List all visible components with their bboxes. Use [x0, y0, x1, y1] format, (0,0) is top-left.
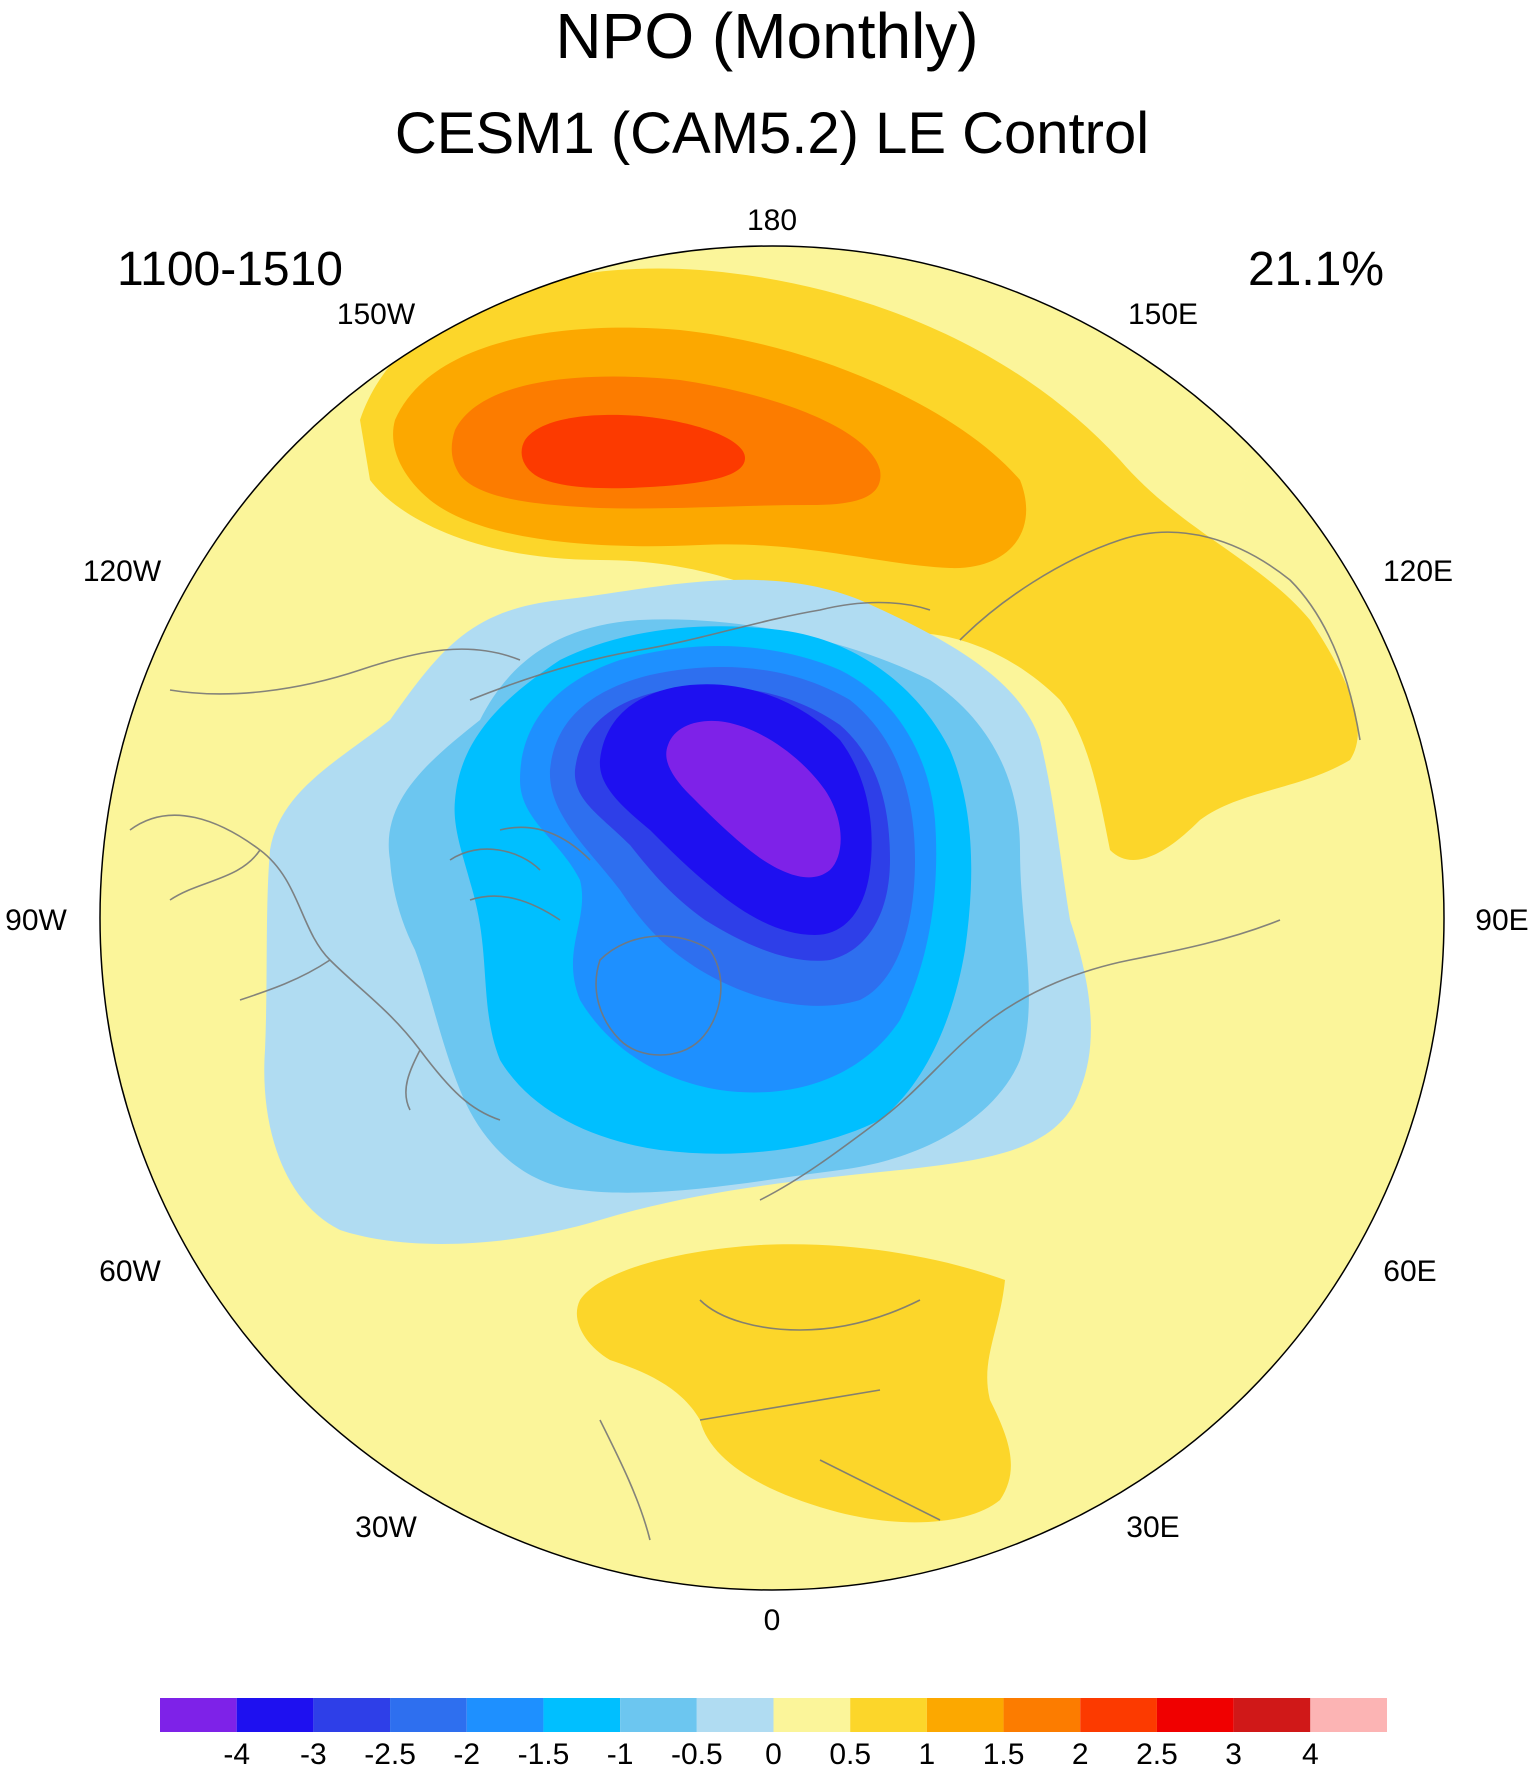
coast-canadian-archipelago — [449, 826, 591, 921]
coastlines — [129, 531, 1361, 1541]
colorbar-box — [1310, 1698, 1387, 1732]
colorbar-tick-label: -1.5 — [518, 1738, 570, 1769]
map-disk — [100, 246, 1444, 1590]
lon-label-120e: 120E — [1383, 555, 1453, 588]
colorbar-tick-label: -2 — [453, 1738, 480, 1769]
contour-pos-2-pacific — [521, 414, 745, 489]
colorbar-box — [160, 1698, 237, 1732]
colorbar-tick-label: 4 — [1302, 1738, 1319, 1769]
colorbar-tick-label: 0.5 — [829, 1738, 871, 1769]
map-boundary — [99, 245, 1445, 1591]
colorbar-box — [466, 1698, 544, 1732]
lon-label-90w: 90W — [5, 904, 67, 937]
lon-label-120w: 120W — [83, 555, 162, 588]
lon-label-0: 0 — [764, 1604, 781, 1637]
colorbar-tick-label: -4 — [223, 1738, 250, 1769]
colorbar-box — [236, 1698, 314, 1732]
colorbar-box — [696, 1698, 774, 1732]
colorbar-tick-label: 2.5 — [1136, 1738, 1178, 1769]
figure-subtitle: CESM1 (CAM5.2) LE Control — [395, 101, 1149, 166]
colorbar-box — [773, 1698, 851, 1732]
colorbar-box — [926, 1698, 1004, 1732]
lon-label-30e: 30E — [1126, 1511, 1179, 1544]
colorbar-tick-label: -1 — [607, 1738, 634, 1769]
lon-label-150e: 150E — [1128, 298, 1198, 331]
colorbar-tick-label: -3 — [300, 1738, 327, 1769]
years-label: 1100-1510 — [117, 243, 343, 296]
coast-alaska-siberia — [469, 601, 931, 701]
colorbar-box — [620, 1698, 697, 1732]
colorbar-box — [850, 1698, 927, 1732]
colorbar — [160, 1698, 1387, 1732]
lon-label-60e: 60E — [1383, 1255, 1436, 1288]
coast-north-america — [129, 648, 521, 1121]
coast-africa — [599, 1419, 941, 1541]
figure-title: NPO (Monthly) — [555, 0, 978, 72]
colorbar-tick-label: 3 — [1225, 1738, 1242, 1769]
lon-label-30w: 30W — [355, 1511, 417, 1544]
colorbar-tick-label: -0.5 — [671, 1738, 723, 1769]
colorbar-tick-label: 1.5 — [983, 1738, 1025, 1769]
lon-label-180: 180 — [747, 204, 797, 237]
colorbar-tick-label: 1 — [919, 1738, 936, 1769]
contour-neg-4 — [666, 720, 841, 878]
colorbar-tick-label: 2 — [1072, 1738, 1089, 1769]
contour-pos-0-5-europe — [576, 1244, 1011, 1523]
colorbar-tick-label: 0 — [765, 1738, 782, 1769]
colorbar-box — [1003, 1698, 1081, 1732]
colorbar-box — [1156, 1698, 1234, 1732]
colorbar-box — [543, 1698, 621, 1732]
colorbar-labels: -4 -3 -2.5 -2 -1.5 -1 -0.5 0 0.5 1 1.5 2 2.5 3 4 — [223, 1738, 1318, 1769]
coast-greenland — [595, 935, 722, 1056]
colorbar-box — [1080, 1698, 1157, 1732]
colorbar-box — [1233, 1698, 1311, 1732]
lon-label-150w: 150W — [337, 298, 416, 331]
coast-eurasia — [699, 531, 1361, 1421]
lon-label-60w: 60W — [99, 1255, 161, 1288]
lon-label-90e: 90E — [1475, 904, 1528, 937]
variance-label: 21.1% — [1248, 243, 1384, 296]
colorbar-box — [390, 1698, 467, 1732]
colorbar-box — [313, 1698, 391, 1732]
longitude-labels: 180 150W 150E 120W 120E 90W 90E 60W 60E … — [5, 204, 1529, 1637]
colorbar-tick-label: -2.5 — [364, 1738, 416, 1769]
